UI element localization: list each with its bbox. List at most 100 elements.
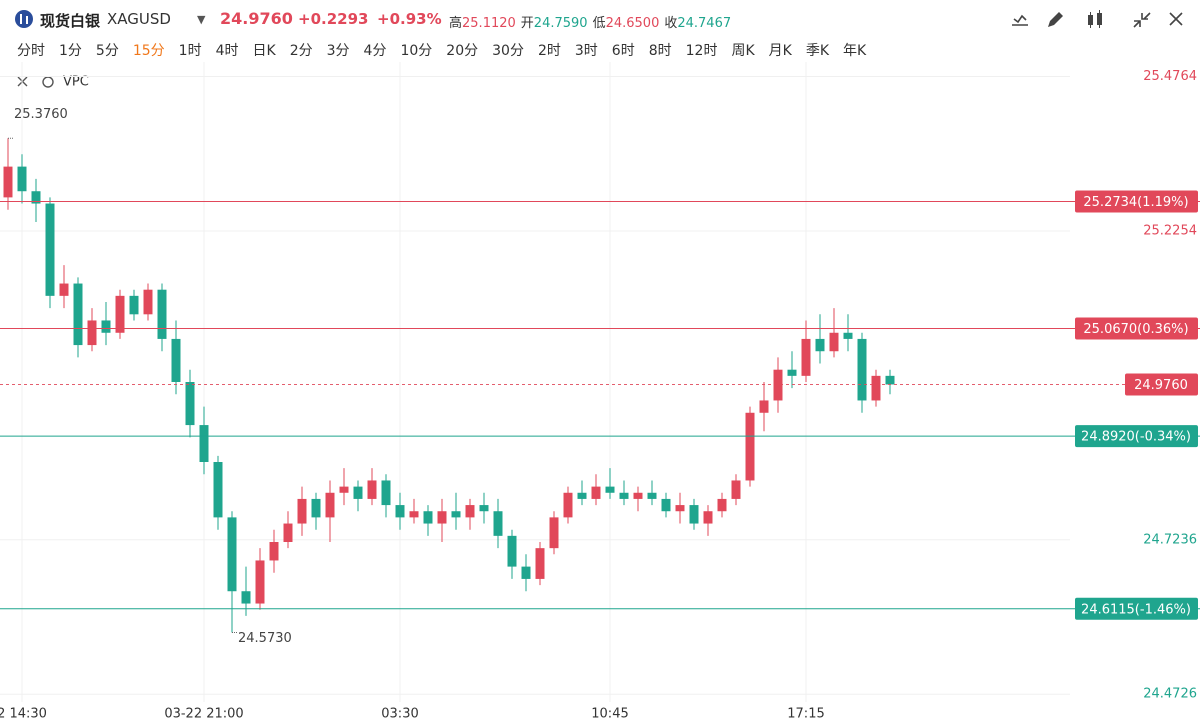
x-tick-label: 03-22 21:00 xyxy=(164,707,243,722)
timeframe-tab[interactable]: 6时 xyxy=(611,43,635,59)
candle-body xyxy=(717,498,727,512)
candle-body xyxy=(367,480,377,499)
candle-body xyxy=(115,295,125,333)
y-tick-label: 24.7236 xyxy=(1143,532,1197,547)
candle-body xyxy=(311,498,321,518)
candle-body xyxy=(843,332,853,339)
candle-body xyxy=(619,492,629,499)
candle-body xyxy=(339,486,349,493)
candle-body xyxy=(297,498,307,524)
header: 现货白银 XAGUSD ▼ 24.9760 +0.2293 +0.93% 高25… xyxy=(0,0,1200,38)
candle-body xyxy=(871,375,881,401)
dropdown-arrow[interactable]: ▼ xyxy=(197,13,206,26)
candle-body xyxy=(661,498,671,512)
candle-body xyxy=(647,492,657,499)
timeframe-tab[interactable]: 10分 xyxy=(400,43,433,59)
candle-body xyxy=(591,486,601,499)
x-tick-label: 2 14:30 xyxy=(0,707,47,722)
timeframe-tab[interactable]: 12时 xyxy=(685,43,718,59)
instrument-name: 现货白银 xyxy=(40,12,101,30)
timeframe-tab[interactable]: 30分 xyxy=(492,43,524,59)
candle-body xyxy=(31,191,41,204)
timeframe-tab[interactable]: 分时 xyxy=(17,43,45,59)
candle-body xyxy=(185,382,195,426)
y-tick-label: 25.4764 xyxy=(1143,69,1197,84)
candle-body xyxy=(269,542,279,561)
candle-body xyxy=(885,375,895,385)
candle-body xyxy=(101,320,111,333)
candle-body xyxy=(129,295,139,315)
candle-body xyxy=(409,511,419,518)
x-tick-label: 17:15 xyxy=(787,707,824,722)
timeframe-tab[interactable]: 2分 xyxy=(289,43,313,59)
change-pct: +0.93% xyxy=(377,10,442,28)
candle-body xyxy=(605,486,615,493)
candle-body xyxy=(465,505,475,518)
candle-body xyxy=(255,560,265,604)
candle-body xyxy=(283,523,293,542)
candle-body xyxy=(577,492,587,499)
candle-body xyxy=(773,369,783,401)
candle-body xyxy=(535,548,545,579)
last-price-box xyxy=(1125,373,1198,396)
candle-body xyxy=(815,338,825,352)
price-line-label: 25.2734(1.19%) xyxy=(1083,195,1188,210)
timeframe-tab[interactable]: 1分 xyxy=(59,43,82,59)
price-line-label: 25.0670(0.36%) xyxy=(1083,322,1188,337)
candle-body xyxy=(325,492,335,518)
plot: 24.4726 24.7236 25.2254 25.4764 2 14:30 03-22… xyxy=(0,62,1200,722)
candle-body xyxy=(857,338,867,401)
timeframe-tab[interactable]: 15分 xyxy=(132,43,165,59)
timeframe-tab[interactable]: 日K xyxy=(252,43,276,59)
price-line-box xyxy=(1075,425,1198,448)
timeframe-tab[interactable]: 3时 xyxy=(574,43,598,59)
timeframe-tab[interactable]: 季K xyxy=(805,43,830,59)
y-tick-label: 24.4726 xyxy=(1143,687,1197,702)
candle-body xyxy=(689,505,699,524)
candle-body xyxy=(143,289,153,315)
timeframe-tab[interactable]: 2时 xyxy=(537,43,561,59)
stat-value: 24.7590 xyxy=(533,16,588,31)
timeframe-tab[interactable]: 5分 xyxy=(95,43,119,59)
candle-body xyxy=(423,511,433,524)
logo xyxy=(15,10,33,28)
timeframe-tab[interactable]: 1时 xyxy=(178,43,202,59)
candle-body xyxy=(17,166,27,192)
timeframe-tabs: 分时 1分 5分 15分 1时 4时 日K 2分 3分 4分 10分 20分 30分 2时 3时 6时 8时 12… xyxy=(10,40,873,62)
timeframe-tab[interactable]: 3分 xyxy=(326,43,350,59)
candle-body xyxy=(437,511,447,524)
timeframe-tab[interactable]: 周K xyxy=(731,43,755,59)
stats: 高25.1120 开24.7590 低24.6500 收24.7467 xyxy=(449,12,736,31)
timeframe-tab[interactable]: 月K xyxy=(768,43,792,59)
toolbar-icons[interactable] xyxy=(1000,5,1200,35)
candle-body xyxy=(493,511,503,536)
y-tick-label: 25.2254 xyxy=(1143,223,1197,238)
candle-body xyxy=(353,486,363,499)
candle-body xyxy=(59,283,69,296)
candle-body xyxy=(521,566,531,579)
candle-body xyxy=(703,511,713,524)
timeframe-tab[interactable]: 4时 xyxy=(215,43,239,59)
candle-body xyxy=(87,320,97,346)
stat-label: 收 xyxy=(664,16,678,31)
stat-value: 25.1120 xyxy=(462,16,516,31)
price-line-label: 24.6115(-1.46%) xyxy=(1081,602,1191,617)
stat-label: 开 xyxy=(520,16,534,31)
change: +0.2293 xyxy=(298,10,369,28)
symbol[interactable]: XAGUSD xyxy=(107,10,171,28)
settings-icon[interactable] xyxy=(42,76,54,88)
candle-body xyxy=(157,289,167,339)
price-line-box xyxy=(1075,317,1198,340)
stat-label: 低 xyxy=(592,16,606,31)
candle-body xyxy=(381,480,391,506)
candle-body xyxy=(829,332,839,352)
timeframe-tab[interactable]: 4分 xyxy=(363,43,387,59)
candle-body xyxy=(227,517,237,592)
timeframe-tab[interactable]: 年K xyxy=(843,43,867,59)
timeframe-tab[interactable]: 20分 xyxy=(446,43,479,59)
candle-body xyxy=(731,480,741,499)
timeframe-tab[interactable]: 8时 xyxy=(648,43,672,59)
candle-body xyxy=(395,505,405,518)
